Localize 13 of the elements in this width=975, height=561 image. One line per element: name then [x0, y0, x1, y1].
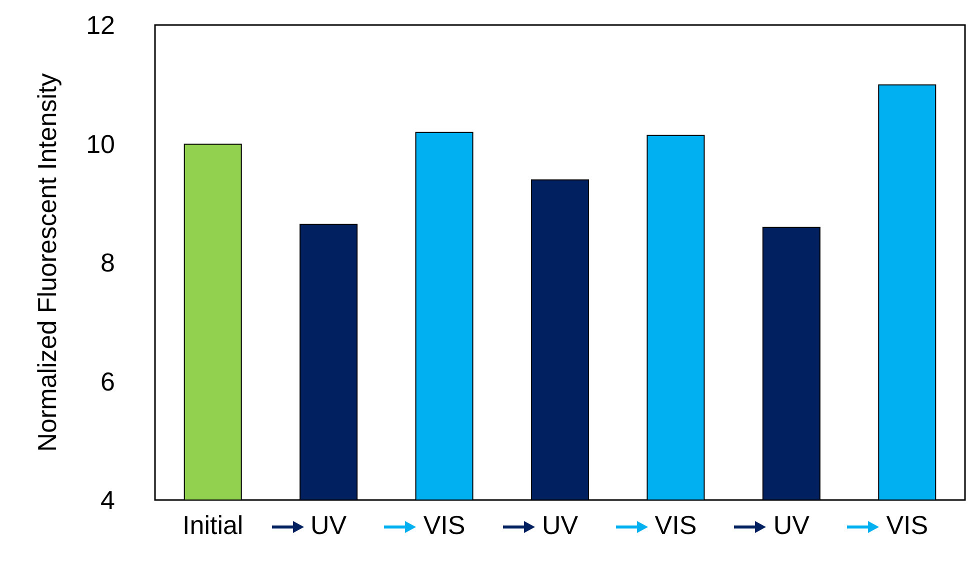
y-tick-label: 10: [86, 128, 115, 159]
x-tick-label: VIS: [886, 510, 928, 540]
x-tick-label: UV: [773, 510, 810, 540]
x-tick-label: VIS: [423, 510, 466, 540]
y-tick-label: 6: [100, 366, 115, 396]
x-tick-label: Initial: [182, 510, 244, 540]
y-tick-label: 12: [86, 10, 115, 40]
y-tick-label: 8: [100, 248, 115, 278]
x-tick-label: VIS: [654, 510, 697, 540]
x-tick-label: UV: [542, 510, 579, 540]
x-tick-label: UV: [310, 510, 348, 540]
y-tick-label: 4: [100, 485, 115, 515]
y-axis-title: Normalized Fluorescent Intensity: [32, 73, 62, 452]
